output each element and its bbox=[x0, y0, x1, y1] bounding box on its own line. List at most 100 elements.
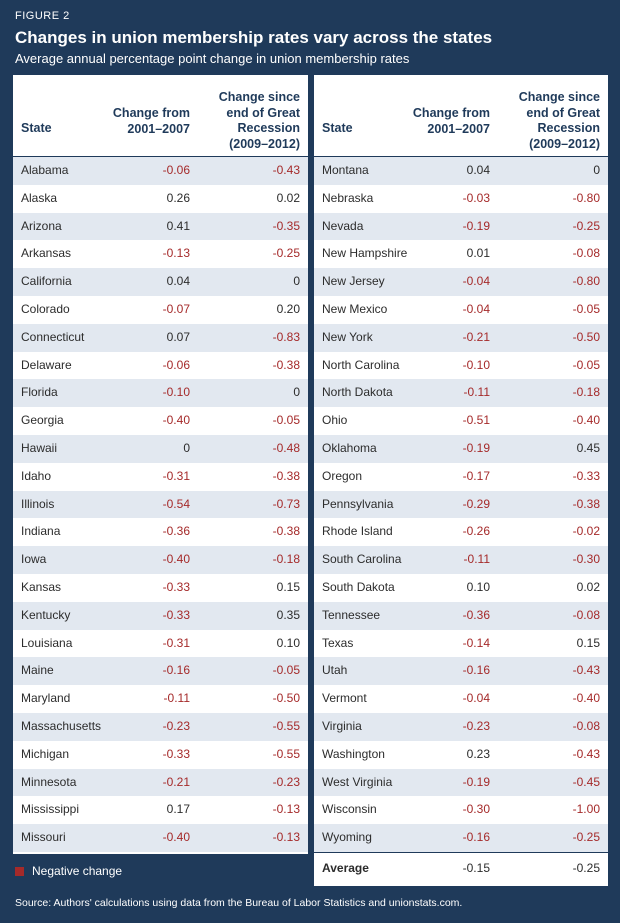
state-name: North Dakota bbox=[322, 385, 393, 400]
state-name: Delaware bbox=[21, 357, 72, 372]
state-name: North Carolina bbox=[322, 357, 400, 372]
state-name: Kentucky bbox=[21, 607, 71, 622]
table-row: Mississippi 0.17 -0.13 bbox=[13, 796, 308, 825]
change-2001-2007: -0.31 bbox=[162, 468, 190, 483]
source-note: Source: Authors' calculations using data… bbox=[15, 897, 463, 909]
header-col2-line: end of Great bbox=[226, 105, 300, 120]
table-row: Maine -0.16 -0.05 bbox=[13, 657, 308, 686]
change-2001-2007: -0.17 bbox=[462, 468, 490, 483]
change-2009-2012: -0.13 bbox=[272, 830, 300, 845]
state-name: Minnesota bbox=[21, 774, 77, 789]
change-2009-2012: -0.43 bbox=[572, 663, 600, 678]
change-2001-2007: -0.23 bbox=[162, 718, 190, 733]
change-2009-2012: -0.38 bbox=[272, 468, 300, 483]
change-2009-2012: -0.55 bbox=[272, 718, 300, 733]
state-name: Arizona bbox=[21, 218, 62, 233]
change-2009-2012: 0.35 bbox=[276, 607, 300, 622]
header-col1-line: Change from bbox=[112, 106, 190, 120]
change-2009-2012: 0.20 bbox=[276, 301, 300, 316]
table-row: Georgia -0.40 -0.05 bbox=[13, 407, 308, 435]
header-col2-line: end of Great bbox=[526, 105, 600, 120]
table-row: Arkansas -0.13 -0.25 bbox=[13, 240, 308, 269]
table-row: Vermont -0.04 -0.40 bbox=[314, 685, 608, 713]
change-2001-2007: -0.11 bbox=[163, 691, 190, 706]
change-2001-2007: -0.10 bbox=[462, 357, 490, 372]
table-row: Oregon -0.17 -0.33 bbox=[314, 462, 608, 491]
change-2001-2007: -0.40 bbox=[162, 413, 190, 428]
change-2009-2012: 0.02 bbox=[576, 579, 600, 594]
state-name: Arkansas bbox=[21, 246, 72, 261]
table-row: Nebraska -0.03 -0.80 bbox=[314, 184, 608, 213]
state-name: Alaska bbox=[21, 190, 58, 205]
change-2009-2012: 0.15 bbox=[276, 579, 300, 594]
figure-label: FIGURE 2 bbox=[15, 10, 70, 22]
change-2009-2012: -0.80 bbox=[572, 190, 600, 205]
change-2009-2012: -0.35 bbox=[272, 218, 300, 233]
table-row: Alaska 0.26 0.02 bbox=[13, 184, 308, 213]
table-row: Florida -0.10 0 bbox=[13, 379, 308, 408]
change-2009-2012: -0.80 bbox=[572, 274, 600, 289]
state-name: Virginia bbox=[322, 718, 362, 733]
legend: Negative change bbox=[15, 864, 122, 878]
change-2001-2007: -0.36 bbox=[162, 524, 190, 539]
change-2009-2012: -0.25 bbox=[572, 218, 600, 233]
header-col1-line: 2001–2007 bbox=[427, 121, 490, 136]
change-2001-2007: -0.04 bbox=[462, 691, 490, 706]
state-name: New Jersey bbox=[322, 274, 385, 289]
state-name: Indiana bbox=[21, 524, 61, 539]
change-2001-2007: 0.23 bbox=[466, 746, 490, 761]
table-row: Oklahoma -0.19 0.45 bbox=[314, 434, 608, 463]
table-row: Connecticut 0.07 -0.83 bbox=[13, 323, 308, 352]
change-2001-2007: -0.36 bbox=[462, 607, 490, 622]
state-name: Idaho bbox=[21, 468, 52, 483]
change-2009-2012: 0 bbox=[293, 274, 300, 289]
change-2001-2007: -0.19 bbox=[462, 218, 490, 233]
change-2001-2007: -0.16 bbox=[162, 663, 190, 678]
change-2001-2007: -0.13 bbox=[162, 246, 190, 261]
change-2009-2012: -0.83 bbox=[272, 329, 300, 344]
header-col1-line: 2001–2007 bbox=[127, 121, 190, 136]
change-2001-2007: 0.01 bbox=[466, 246, 490, 261]
change-2009-2012: -0.40 bbox=[572, 691, 600, 706]
change-2001-2007: -0.29 bbox=[462, 496, 490, 511]
change-2009-2012: -0.48 bbox=[272, 440, 300, 455]
change-2009-2012: 0.02 bbox=[276, 190, 300, 205]
change-2001-2007: 0.07 bbox=[166, 329, 190, 344]
change-2009-2012: -0.18 bbox=[572, 385, 600, 400]
table-row: Arizona 0.41 -0.35 bbox=[13, 212, 308, 241]
state-name: Iowa bbox=[21, 552, 47, 567]
change-2001-2007: -0.21 bbox=[162, 774, 190, 789]
state-name: New York bbox=[322, 329, 373, 344]
change-2009-2012: -0.23 bbox=[272, 774, 300, 789]
header-state: State bbox=[322, 120, 353, 135]
change-2009-2012: -0.50 bbox=[572, 329, 600, 344]
change-2009-2012: -0.08 bbox=[572, 246, 600, 261]
change-2009-2012: -0.38 bbox=[272, 357, 300, 372]
change-2001-2007: -0.14 bbox=[462, 635, 490, 650]
change-2001-2007: -0.51 bbox=[462, 413, 490, 428]
table-row: Nevada -0.19 -0.25 bbox=[314, 212, 608, 241]
change-2001-2007: -0.40 bbox=[162, 552, 190, 567]
table-row: New Hampshire 0.01 -0.08 bbox=[314, 240, 608, 269]
state-name: Connecticut bbox=[21, 329, 85, 344]
table-row: Indiana -0.36 -0.38 bbox=[13, 518, 308, 547]
average-label: Average bbox=[322, 860, 369, 875]
table-row: Virginia -0.23 -0.08 bbox=[314, 712, 608, 741]
table-row: California 0.04 0 bbox=[13, 268, 308, 296]
change-2001-2007: -0.11 bbox=[463, 552, 490, 567]
average-row: Average -0.15 -0.25 bbox=[314, 851, 608, 882]
change-2009-2012: -0.08 bbox=[572, 718, 600, 733]
change-2009-2012: -0.33 bbox=[572, 468, 600, 483]
chart-subtitle: Average annual percentage point change i… bbox=[15, 51, 410, 66]
change-2009-2012: -0.05 bbox=[572, 301, 600, 316]
state-name: Massachusetts bbox=[21, 718, 102, 733]
state-name: Georgia bbox=[21, 413, 64, 428]
state-name: Washington bbox=[322, 746, 385, 761]
change-2001-2007: -0.19 bbox=[462, 440, 490, 455]
state-name: New Mexico bbox=[322, 301, 388, 316]
header-col2-line: (2009–2012) bbox=[529, 136, 600, 151]
state-name: Rhode Island bbox=[322, 524, 393, 539]
change-2001-2007: 0.04 bbox=[466, 163, 490, 177]
table-body-left: Alabama -0.06 -0.43 Alaska 0.26 0.02 Arizona 0.… bbox=[13, 157, 308, 852]
legend-swatch-negative bbox=[15, 866, 24, 876]
